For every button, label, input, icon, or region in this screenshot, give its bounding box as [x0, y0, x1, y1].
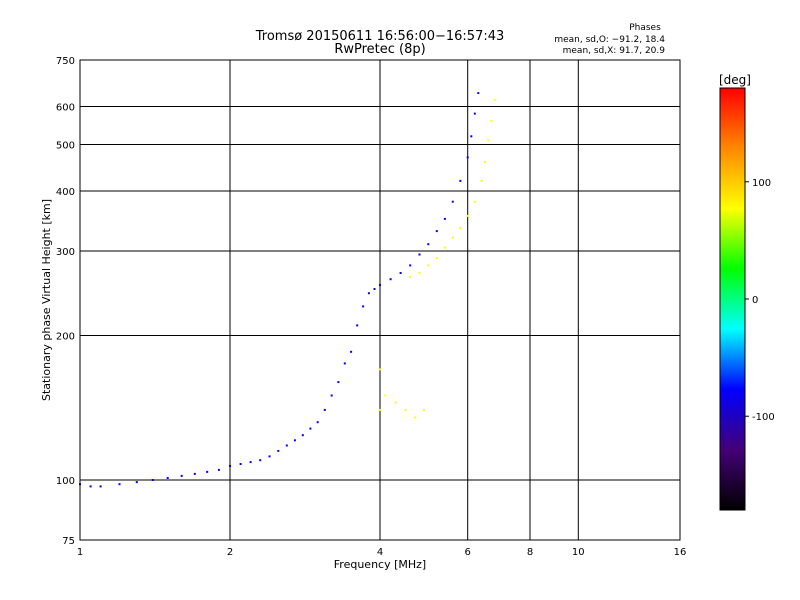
- y-tick-label: 75: [62, 536, 75, 547]
- data-point: [166, 477, 169, 479]
- data-point: [379, 368, 381, 371]
- data-point: [459, 227, 462, 229]
- data-point: [427, 264, 430, 267]
- data-point: [151, 479, 154, 481]
- data-point: [435, 230, 438, 233]
- data-point: [323, 408, 326, 411]
- phase-info-line1: mean, sd,O: −91.2, 18.4: [554, 35, 665, 45]
- colorbar-ticks: 100 0 -100: [745, 178, 775, 423]
- plot-points: [79, 92, 496, 488]
- colorbar-label: [deg]: [719, 73, 751, 87]
- colorbar: [719, 87, 746, 511]
- data-point: [285, 444, 288, 447]
- data-point: [409, 275, 412, 278]
- data-point: [277, 449, 280, 452]
- data-point: [367, 292, 370, 295]
- x-axis: 1 2 4 6 8 10 16: [77, 547, 687, 558]
- data-point: [293, 439, 296, 442]
- data-point: [427, 243, 430, 246]
- data-point: [239, 463, 242, 465]
- x-axis-label: Frequency [MHz]: [334, 558, 426, 571]
- data-point: [118, 483, 121, 486]
- data-point: [422, 408, 425, 411]
- x-tick-label: 16: [674, 547, 687, 558]
- data-point: [180, 474, 183, 477]
- chart-title: Tromsø 20150611 16:56:00−16:57:43: [255, 29, 505, 44]
- colorbar-tick-label: 0: [752, 295, 758, 306]
- data-point: [418, 272, 421, 274]
- data-point: [473, 112, 476, 115]
- data-point: [89, 485, 92, 488]
- data-point: [379, 408, 381, 411]
- colorbar-tick-label: 100: [752, 178, 771, 189]
- data-point: [99, 485, 102, 488]
- data-point: [379, 283, 381, 286]
- x-tick-label: 2: [227, 547, 233, 558]
- data-point: [409, 264, 412, 267]
- y-tick-label: 200: [56, 332, 75, 343]
- chart-subtitle: RwPretec (8p): [334, 42, 425, 57]
- data-point: [356, 324, 359, 327]
- data-point: [337, 381, 340, 384]
- data-point: [466, 156, 469, 159]
- x-tick-label: 1: [77, 547, 83, 558]
- data-point: [473, 200, 476, 203]
- phase-info-line2: mean, sd,X: 91.7, 20.9: [563, 46, 666, 56]
- y-tick-label: 300: [56, 247, 75, 258]
- data-point: [268, 455, 271, 458]
- data-point: [249, 461, 252, 464]
- x-tick-label: 10: [572, 547, 585, 558]
- data-point: [487, 139, 490, 142]
- x-tick-label: 4: [377, 547, 383, 558]
- y-tick-label: 100: [56, 476, 75, 487]
- data-point: [135, 481, 138, 484]
- data-point: [480, 179, 483, 182]
- data-point: [384, 394, 387, 397]
- data-point: [350, 350, 353, 353]
- data-point: [493, 98, 496, 101]
- data-point: [466, 214, 469, 217]
- y-tick-label: 750: [56, 56, 75, 67]
- x-tick-label: 8: [527, 547, 533, 558]
- data-point: [399, 272, 402, 274]
- data-point: [477, 92, 480, 95]
- data-point: [309, 427, 312, 430]
- plot-frame: [79, 59, 681, 541]
- data-point: [259, 459, 262, 462]
- y-tick-label: 500: [56, 141, 75, 152]
- data-point: [343, 362, 346, 365]
- data-point: [470, 135, 473, 138]
- data-point: [362, 305, 365, 308]
- y-axis: 75 100 200 300 400 500 600 750: [56, 56, 75, 547]
- data-point: [443, 246, 446, 249]
- data-point: [490, 119, 493, 122]
- data-point: [451, 200, 454, 203]
- phase-info-title: Phases: [629, 23, 661, 33]
- data-point: [229, 464, 231, 467]
- data-point: [301, 434, 304, 437]
- colorbar-tick-label: -100: [752, 412, 775, 423]
- data-point: [418, 253, 421, 256]
- data-point: [389, 278, 392, 281]
- data-point: [404, 408, 407, 411]
- plot-grid: [79, 59, 681, 541]
- data-point: [394, 401, 397, 404]
- data-point: [330, 394, 333, 397]
- y-tick-label: 600: [56, 103, 75, 114]
- y-tick-label: 400: [56, 187, 75, 198]
- data-point: [373, 288, 376, 290]
- data-point: [217, 468, 220, 471]
- data-point: [443, 217, 446, 220]
- data-point: [206, 470, 209, 473]
- data-point: [413, 416, 416, 419]
- data-point: [316, 421, 319, 424]
- data-point: [459, 179, 462, 182]
- data-point: [451, 236, 454, 239]
- data-point: [484, 160, 487, 163]
- y-axis-label: Stationary phase Virtual Height [km]: [40, 199, 53, 401]
- data-point: [193, 472, 196, 475]
- data-point: [435, 257, 438, 260]
- x-tick-label: 6: [465, 547, 471, 558]
